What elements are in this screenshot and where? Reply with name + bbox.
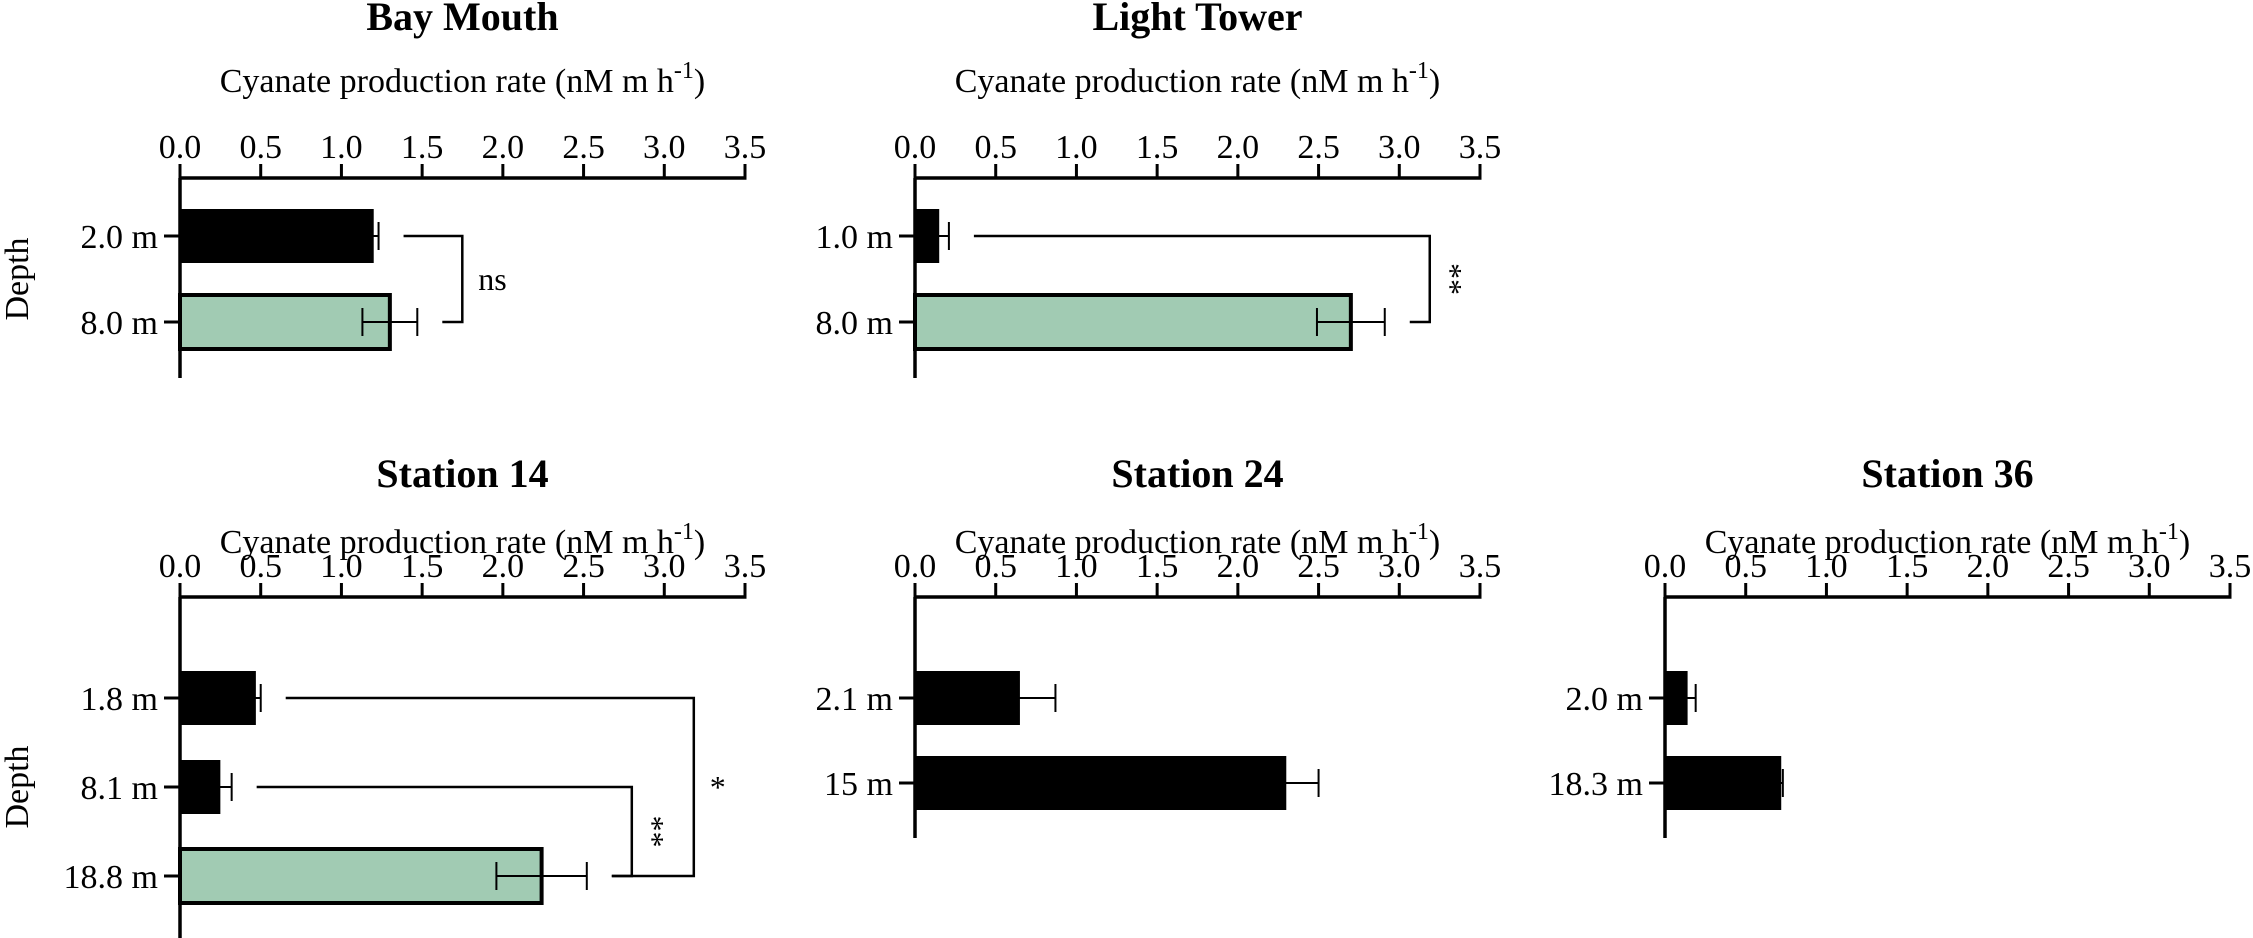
significance-label: * [710, 769, 726, 805]
x-tick-label: 1.5 [401, 129, 444, 166]
bar [913, 293, 1353, 351]
chart-panel-1: Bay Mouth Cyanate production rate (nM m h… [0, 0, 766, 378]
chart-panel-5: Station 36 Cyanate production rate (nM m … [1549, 451, 2252, 838]
x-tick-label: 3.5 [1459, 129, 1502, 166]
x-tick-label: 1.0 [320, 548, 363, 585]
chart-title: Station 36 [1861, 451, 2033, 496]
x-axis-title-sup: -1 [674, 58, 694, 84]
x-tick-label: 2.0 [1967, 548, 2010, 585]
x-tick-label: 3.5 [724, 548, 767, 585]
bar [180, 209, 374, 263]
x-axis-title-sup: -1 [2159, 519, 2179, 545]
x-tick-label: 2.5 [2047, 548, 2090, 585]
chart-panel-2: Light Tower Cyanate production rate (nM m… [816, 0, 1502, 378]
chart-title: Station 14 [376, 451, 548, 496]
significance-bracket [973, 234, 1432, 324]
significance-bracket [285, 696, 696, 878]
x-tick-label: 2.5 [1297, 129, 1340, 166]
x-tick-label: 1.5 [1136, 548, 1179, 585]
x-axis-title-end: ) [694, 524, 705, 561]
x-axis-title-end: ) [694, 63, 705, 100]
x-tick-label: 2.0 [1217, 129, 1260, 166]
x-tick-label: 0.5 [974, 129, 1017, 166]
y-axis-title: Depth [0, 745, 36, 828]
x-tick-label: 1.0 [1055, 129, 1098, 166]
x-tick-label: 3.0 [2128, 548, 2171, 585]
x-tick-label: 1.0 [320, 129, 363, 166]
x-tick-label: 0.5 [1724, 548, 1767, 585]
x-tick-label: 0.5 [239, 548, 282, 585]
bar [1665, 671, 1688, 725]
category-label: 2.0 m [1566, 681, 1643, 718]
x-axis-title-sup: -1 [1409, 519, 1429, 545]
chart-title: Station 24 [1111, 451, 1283, 496]
x-tick-label: 1.5 [1136, 129, 1179, 166]
significance-label: ** [635, 816, 671, 848]
chart-title: Light Tower [1092, 0, 1302, 39]
x-axis-title: Cyanate production rate (nM m h-1) [955, 519, 1440, 561]
category-label: 8.0 m [81, 305, 158, 342]
significance-label: ** [1433, 263, 1469, 295]
category-label: 8.1 m [81, 770, 158, 807]
x-axis-title-main: Cyanate production rate (nM m h [220, 63, 674, 100]
x-tick-label: 2.5 [562, 548, 605, 585]
x-tick-label: 3.5 [1459, 548, 1502, 585]
category-label: 1.8 m [81, 681, 158, 718]
bar [915, 756, 1287, 810]
x-tick-label: 3.0 [643, 548, 686, 585]
significance-label: ns [478, 261, 506, 297]
x-tick-label: 2.0 [482, 129, 525, 166]
category-label: 2.1 m [816, 681, 893, 718]
x-tick-label: 2.0 [482, 548, 525, 585]
x-axis-title-main: Cyanate production rate (nM m h [955, 63, 1409, 100]
x-tick-label: 1.0 [1805, 548, 1848, 585]
x-tick-label: 0.0 [1644, 548, 1687, 585]
x-tick-label: 2.0 [1217, 548, 1260, 585]
x-axis-title-end: ) [2179, 524, 2190, 561]
x-tick-label: 3.0 [1378, 548, 1421, 585]
chart-panel-3: Station 14 Cyanate production rate (nM m … [0, 451, 766, 938]
x-axis-title: Cyanate production rate (nM m h-1) [220, 58, 705, 100]
category-label: 1.0 m [816, 219, 893, 256]
bar [180, 671, 256, 725]
x-axis-title-sup: -1 [1409, 58, 1429, 84]
category-label: 15 m [824, 766, 893, 803]
x-axis-title: Cyanate production rate (nM m h-1) [1705, 519, 2190, 561]
significance-bracket [403, 234, 464, 324]
x-tick-label: 3.5 [2209, 548, 2252, 585]
x-tick-label: 3.0 [643, 129, 686, 166]
bar [178, 847, 544, 905]
x-axis-title-end: ) [1429, 524, 1440, 561]
x-tick-label: 1.5 [1886, 548, 1929, 585]
category-label: 2.0 m [81, 219, 158, 256]
x-axis-title-sup: -1 [674, 519, 694, 545]
y-axis-title: Depth [0, 237, 36, 320]
x-tick-label: 2.5 [562, 129, 605, 166]
x-tick-label: 0.0 [894, 129, 937, 166]
category-label: 8.0 m [816, 305, 893, 342]
x-tick-label: 0.0 [159, 129, 202, 166]
x-axis-title: Cyanate production rate (nM m h-1) [955, 58, 1440, 100]
bar [1665, 756, 1782, 810]
x-axis-title: Cyanate production rate (nM m h-1) [220, 519, 705, 561]
bar [178, 293, 392, 351]
x-tick-label: 3.5 [724, 129, 767, 166]
x-axis-title-end: ) [1429, 63, 1440, 100]
x-tick-label: 0.5 [239, 129, 282, 166]
x-axis-title-main: Cyanate production rate (nM m h [1705, 524, 2159, 561]
x-tick-label: 1.0 [1055, 548, 1098, 585]
chart-panel-4: Station 24 Cyanate production rate (nM m … [816, 451, 1502, 838]
category-label: 18.3 m [1549, 766, 1643, 803]
x-axis-title-main: Cyanate production rate (nM m h [220, 524, 674, 561]
category-label: 18.8 m [64, 859, 158, 896]
x-tick-label: 2.5 [1297, 548, 1340, 585]
chart-title: Bay Mouth [366, 0, 558, 39]
x-tick-label: 0.0 [159, 548, 202, 585]
x-tick-label: 0.5 [974, 548, 1017, 585]
x-tick-label: 1.5 [401, 548, 444, 585]
x-tick-label: 3.0 [1378, 129, 1421, 166]
x-axis-title-main: Cyanate production rate (nM m h [955, 524, 1409, 561]
x-tick-label: 0.0 [894, 548, 937, 585]
